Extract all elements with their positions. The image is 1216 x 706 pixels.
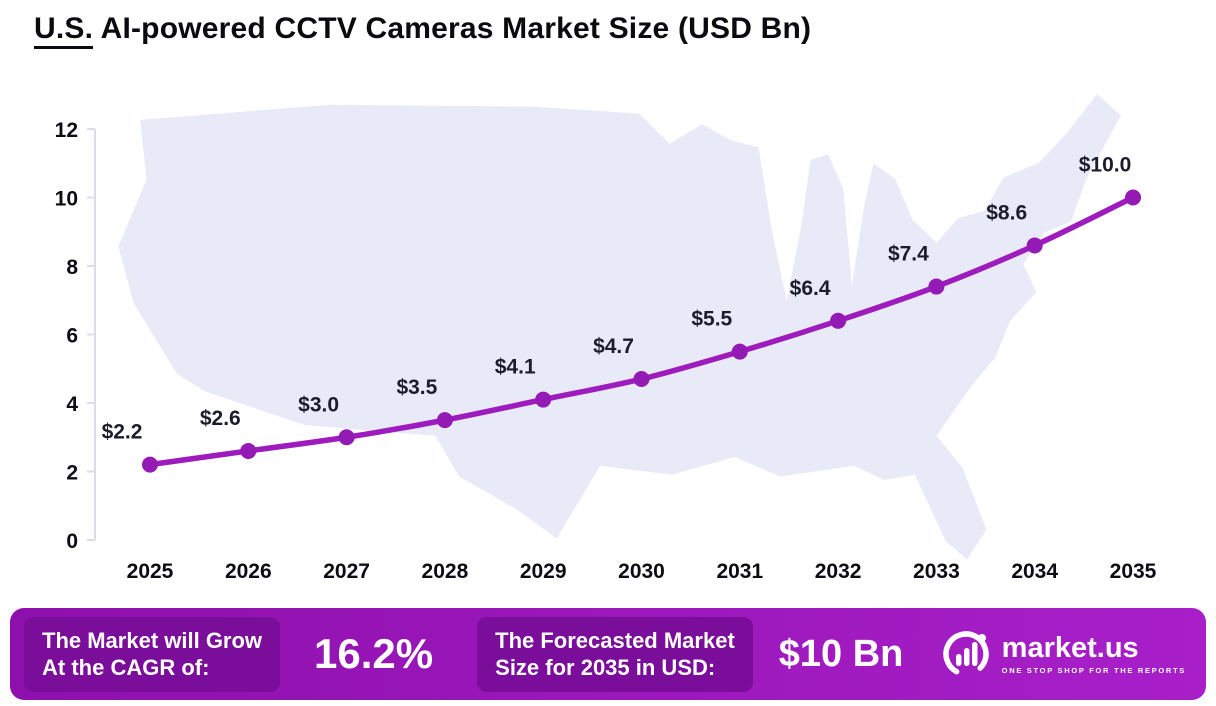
y-tick-label: 2 bbox=[66, 462, 78, 485]
data-point bbox=[1125, 189, 1141, 206]
data-point bbox=[240, 442, 257, 459]
us-map-watermark bbox=[118, 94, 1121, 560]
data-point bbox=[928, 278, 945, 295]
market-size-line-chart: 0 2 4 6 8 10 12 $2.2 2025 $2.6 2026 $3.0 2027 $3.5 202… bbox=[55, 94, 1157, 583]
point-value-label: $3.5 bbox=[396, 376, 437, 399]
cagr-value: 16.2% bbox=[314, 630, 434, 677]
data-point bbox=[731, 343, 748, 360]
x-tick-label: 2033 bbox=[913, 560, 960, 583]
brand-name: market.us bbox=[1001, 631, 1139, 664]
data-point bbox=[338, 429, 355, 446]
point-value-label: $4.1 bbox=[495, 356, 536, 379]
x-tick-label: 2032 bbox=[815, 560, 862, 583]
point-value-label: $3.0 bbox=[298, 393, 339, 416]
forecast-label-line2: Size for 2035 in USD: bbox=[495, 655, 716, 680]
y-tick-label: 4 bbox=[66, 393, 78, 416]
chart-area: 0 2 4 6 8 10 12 $2.2 2025 $2.6 2026 $3.0 2027 $3.5 202… bbox=[0, 60, 1216, 610]
cagr-label-box: The Market will Grow At the CAGR of: bbox=[24, 616, 281, 692]
point-value-label: $8.6 bbox=[986, 201, 1027, 224]
x-tick-label: 2029 bbox=[520, 560, 567, 583]
x-tick-label: 2027 bbox=[323, 560, 370, 583]
y-tick-label: 10 bbox=[55, 188, 78, 211]
page-title-rest: AI-powered CCTV Cameras Market Size (USD… bbox=[93, 12, 812, 45]
marketus-logo-icon bbox=[942, 631, 989, 677]
point-value-label: $4.7 bbox=[593, 335, 634, 358]
point-value-label: $2.2 bbox=[102, 421, 143, 444]
point-value-label: $2.6 bbox=[200, 407, 241, 430]
y-tick-label: 8 bbox=[66, 256, 78, 279]
forecast-value: $10 Bn bbox=[778, 632, 904, 675]
data-point bbox=[535, 391, 552, 408]
cagr-label-line1: The Market will Grow bbox=[42, 627, 263, 653]
data-point bbox=[142, 456, 158, 473]
point-value-label: $6.4 bbox=[790, 277, 831, 300]
brand-tagline: ONE STOP SHOP FOR THE REPORTS bbox=[1001, 666, 1186, 676]
data-point bbox=[436, 412, 453, 429]
x-tick-label: 2026 bbox=[225, 560, 272, 583]
page-title: U.S. AI-powered CCTV Cameras Market Size… bbox=[34, 12, 812, 49]
x-tick-label: 2035 bbox=[1110, 560, 1157, 583]
y-tick-label: 6 bbox=[66, 325, 78, 348]
y-tick-label: 0 bbox=[66, 530, 78, 553]
point-value-label: $10.0 bbox=[1079, 154, 1132, 177]
x-tick-label: 2031 bbox=[716, 560, 763, 583]
point-value-label: $7.4 bbox=[888, 243, 929, 266]
forecast-label-box: The Forecasted Market Size for 2035 in U… bbox=[477, 616, 753, 692]
page-title-prefix: U.S. bbox=[34, 12, 94, 49]
x-tick-label: 2034 bbox=[1011, 560, 1058, 583]
x-tick-label: 2030 bbox=[618, 560, 665, 583]
forecast-label-line1: The Forecasted Market bbox=[495, 627, 735, 653]
footer-banner: The Market will Grow At the CAGR of: 16.… bbox=[10, 608, 1206, 700]
data-point bbox=[1026, 237, 1043, 254]
y-tick-label: 12 bbox=[55, 119, 78, 142]
cagr-label-line2: At the CAGR of: bbox=[42, 655, 210, 680]
x-tick-label: 2025 bbox=[127, 560, 174, 583]
brand-logo: market.us ONE STOP SHOP FOR THE REPORTS bbox=[940, 628, 1186, 680]
x-tick-label: 2028 bbox=[422, 560, 469, 583]
data-point bbox=[830, 312, 847, 329]
data-point bbox=[633, 371, 650, 388]
point-value-label: $5.5 bbox=[691, 308, 732, 331]
